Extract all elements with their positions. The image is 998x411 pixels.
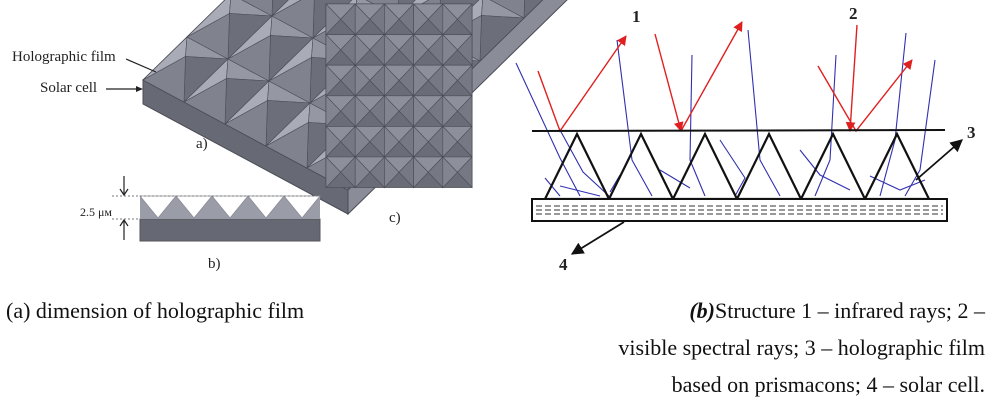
visible-ray: [544, 177, 561, 197]
visible-ray: [689, 54, 706, 197]
pyramid-face: [268, 56, 312, 104]
grid-face: [325, 64, 342, 97]
prismacon: [799, 131, 867, 201]
prismacon: [607, 131, 675, 201]
dimension-arrow-top: [119, 176, 129, 197]
visible-ray: [659, 169, 691, 189]
pyramid-face: [227, 34, 271, 82]
label-solar-cell: Solar cell: [40, 80, 97, 96]
pyramid-face: [186, 12, 230, 60]
visible-ray: [814, 54, 837, 197]
grid-face: [442, 3, 458, 36]
label-c: c): [389, 210, 401, 226]
pyramid-cross-section-b: [139, 195, 321, 242]
label-1: 1: [632, 7, 641, 26]
pyramid-face: [523, 0, 543, 19]
grid-face: [354, 33, 371, 66]
label-3: 3: [967, 123, 976, 142]
pyramid-face: [265, 121, 309, 169]
pyramid-face: [142, 55, 186, 103]
label-a: a): [196, 136, 208, 152]
caption-b-line-1: (b)Structure 1 – infrared rays; 2 –: [0, 293, 985, 329]
grid-face: [384, 33, 400, 66]
grid-face: [325, 95, 342, 128]
infrared-ray: [537, 35, 627, 133]
pyramid-face: [224, 99, 268, 147]
label-4: 4: [559, 255, 568, 274]
pointer-film-line: [125, 58, 157, 73]
pointer-cell-arrowhead: [136, 86, 143, 92]
pointer-4-arrow: [570, 221, 625, 255]
caption-a: (a) dimension of holographic film: [6, 298, 305, 323]
visible-ray: [869, 175, 926, 191]
infrared-ray: [845, 24, 858, 132]
grid-face: [354, 3, 371, 36]
infrared-rays: [537, 21, 913, 133]
grid-face: [384, 156, 400, 189]
visible-ray: [515, 62, 581, 197]
grid-face: [413, 125, 429, 158]
grid-face: [354, 95, 371, 128]
grid-face: [442, 33, 458, 66]
infrared-ray: [680, 21, 743, 132]
pyramid-face: [489, 0, 525, 19]
caption-b-text-1: Structure 1 – infrared rays; 2 –: [714, 298, 985, 323]
pyramid-face: [241, 0, 273, 17]
grid-face: [384, 95, 400, 128]
visible-ray: [719, 139, 746, 197]
label-b: b): [208, 256, 221, 272]
grid-face: [442, 156, 458, 189]
dimension-arrow-bottom: [119, 218, 129, 240]
visible-ray: [904, 59, 936, 197]
pointer-3-arrow: [915, 139, 963, 181]
caption-b-line-3: based on prismacons; 4 – solar cell.: [671, 372, 985, 397]
grid-face: [413, 95, 429, 128]
grid-face: [325, 156, 342, 189]
section-base: [139, 218, 321, 242]
grid-face: [442, 125, 458, 158]
grid-face: [442, 95, 458, 128]
pyramid-top-view-c: [325, 3, 473, 189]
grid-face: [384, 64, 400, 97]
label-2: 2: [849, 4, 858, 23]
visible-ray: [799, 149, 851, 191]
visible-ray: [747, 29, 781, 197]
prismacon: [671, 131, 739, 201]
visible-ray: [616, 39, 653, 197]
visible-ray: [879, 32, 907, 197]
grid-face: [413, 3, 429, 36]
prismacon: [735, 131, 803, 201]
grid-face: [325, 125, 342, 158]
grid-face: [413, 33, 429, 66]
caption-b-prefix: (b): [689, 298, 715, 323]
grid-face: [354, 156, 371, 189]
grid-face: [325, 33, 342, 66]
grid-face: [354, 125, 371, 158]
grid-face: [413, 156, 429, 189]
visible-ray: [559, 185, 601, 197]
grid-face: [442, 64, 458, 97]
caption-b-line-2: visible spectral rays; 3 – holographic f…: [618, 335, 985, 360]
label-holographic-film: Holographic film: [12, 49, 116, 65]
grid-face: [325, 3, 342, 36]
pyramid-face: [271, 0, 315, 39]
pyramid-face: [183, 77, 227, 125]
infrared-ray: [654, 33, 684, 132]
grid-face: [384, 125, 400, 158]
visible-rays: [515, 29, 936, 197]
dimension-label: 2.5 μм: [80, 205, 112, 219]
grid-face: [384, 3, 400, 36]
grid-face: [354, 64, 371, 97]
visible-ray: [559, 129, 610, 197]
grid-face: [413, 64, 429, 97]
film-top-line: [531, 129, 946, 132]
prismacon: [863, 131, 931, 201]
